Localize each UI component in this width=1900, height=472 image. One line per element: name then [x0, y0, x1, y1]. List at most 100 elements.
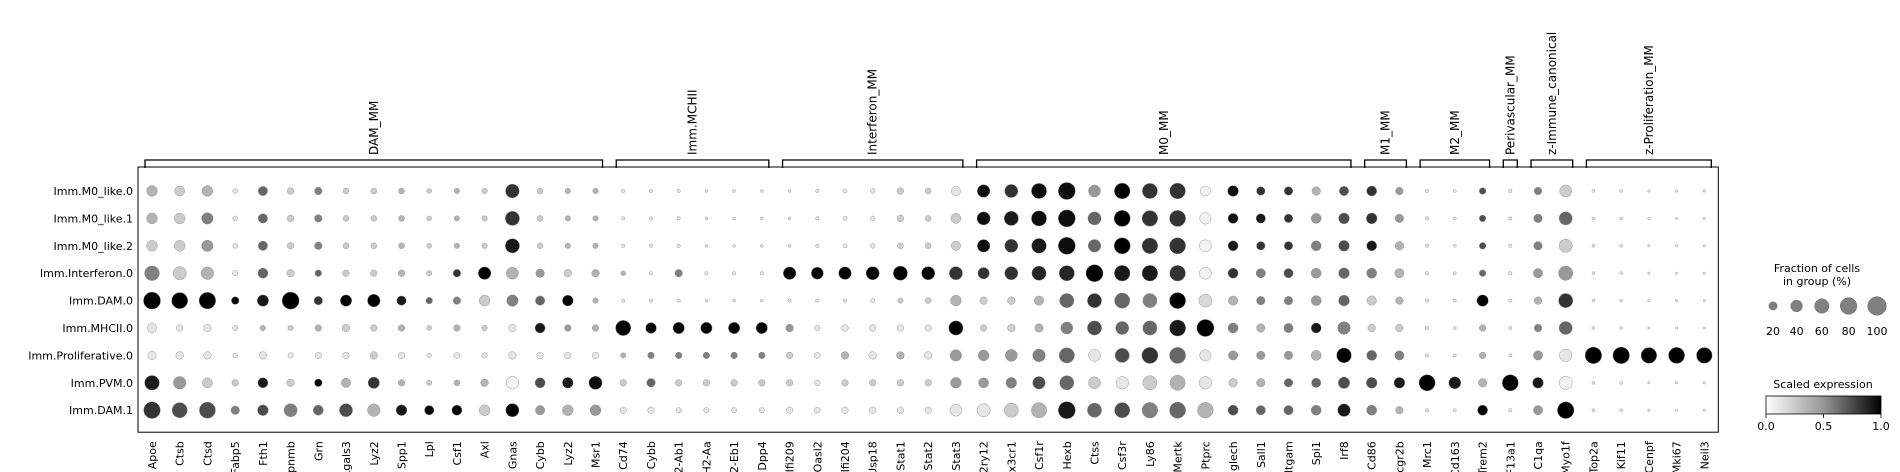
- dot-Imm.M0_like.2-Ly86: [1141, 237, 1158, 254]
- dot-Imm.MHCII.0-Dpp4: [755, 322, 768, 334]
- dot-Imm.DAM.0-F13a1: [1508, 298, 1513, 303]
- gene-label: Ctsd: [201, 441, 214, 466]
- dot-Imm.Proliferative.0-Itgam: [1284, 350, 1293, 360]
- dot-Imm.Interferon.0-H2-Aa: [704, 271, 709, 276]
- dot-Imm.M0_like.1-Itgam: [1284, 213, 1293, 223]
- dot-Imm.M0_like.1-Ctsb: [174, 212, 186, 224]
- dot-Imm.Interferon.0-Ctsd: [200, 266, 214, 280]
- dot-Imm.MHCII.0-Oasl2: [814, 325, 821, 331]
- dot-Imm.Proliferative.0-Msr1: [592, 351, 599, 359]
- dot-Imm.Interferon.0-Csf3r: [1114, 265, 1131, 282]
- dot-Imm.DAM.1-Cybb: [535, 405, 545, 416]
- gene-label: Csf3r: [1116, 441, 1129, 470]
- dot-Imm.Proliferative.0-Mki67: [1668, 347, 1685, 364]
- dot-Imm.M0_like.0-Dpp4: [760, 189, 764, 193]
- dot-Imm.DAM.0-Sall1: [1256, 296, 1266, 306]
- dot-Imm.DAM.1-Stat3: [949, 403, 963, 417]
- dot-Imm.DAM.0-Mki67: [1675, 299, 1679, 302]
- dot-Imm.Proliferative.0-Lyz2: [564, 351, 572, 359]
- dot-Imm.M0_like.2-Sall1: [1256, 241, 1266, 251]
- dot-Imm.Interferon.0-Stat1: [893, 265, 908, 281]
- dot-Imm.DAM.0-Cd86: [1366, 295, 1377, 306]
- gene-label: Dpp4: [756, 441, 769, 470]
- gene-set-label: z-Proliferation_MM: [1642, 45, 1656, 155]
- dot-Imm.PVM.0-F13a1: [1502, 374, 1519, 392]
- dot-Imm.PVM.0-Msr1: [588, 376, 603, 390]
- group-label: Imm.M0_like.1: [53, 212, 133, 225]
- gene-label: Fabp5: [229, 441, 242, 472]
- dot-Imm.Interferon.0-Lyz2: [563, 269, 572, 278]
- dot-Imm.M0_like.0-Top2a: [1591, 189, 1596, 193]
- dot-Imm.Proliferative.0-Usp18: [868, 351, 877, 360]
- gene-set-bracket: [1419, 159, 1491, 168]
- dot-Imm.DAM.1-Csf1r: [1031, 402, 1047, 419]
- dot-Imm.MHCII.0-P2ry12: [980, 324, 988, 332]
- dot-Imm.DAM.1-F13a1: [1508, 408, 1513, 413]
- dot-Imm.Proliferative.0-Csf1: [453, 352, 461, 359]
- dot-Imm.M0_like.1-Ifi204: [842, 216, 848, 221]
- dot-Imm.M0_like.1-Stat3: [950, 213, 962, 224]
- dot-Imm.M0_like.0-Spi1: [1311, 186, 1321, 196]
- gene-label: H2-Eb1: [728, 441, 741, 472]
- dot-Imm.Proliferative.0-Cd163: [1453, 353, 1457, 358]
- dot-Imm.Interferon.0-Fcgr2b: [1394, 268, 1405, 279]
- dot-Imm.DAM.0-C1qa: [1533, 296, 1542, 305]
- dot-Imm.PVM.0-Neil3: [1702, 381, 1706, 385]
- dot-Imm.PVM.0-H2-Aa: [702, 379, 710, 387]
- dot-Imm.Interferon.0-Grn: [314, 269, 322, 277]
- dot-Imm.DAM.1-Fabp5: [230, 405, 240, 415]
- dot-Imm.M0_like.0-Lyz2: [370, 187, 377, 195]
- dot-Imm.M0_like.0-C1qa: [1533, 186, 1542, 195]
- dot-Imm.PVM.0-Ly86: [1142, 375, 1158, 391]
- gene-label: Lpl: [423, 441, 436, 457]
- dot-Imm.DAM.1-H2-Aa: [703, 407, 710, 414]
- dot-Imm.M0_like.1-Irf8: [1338, 212, 1350, 224]
- group-labels: Imm.M0_like.0 Imm.M0_like.1 Imm.M0_like.2 I…: [28, 185, 133, 417]
- dot-Imm.M0_like.2-Cx3cr1: [1004, 239, 1019, 253]
- dot-Imm.M0_like.2-Hexb: [1058, 237, 1076, 255]
- gene-set-bracket: [615, 159, 770, 168]
- dot-Imm.M0_like.1-Apoe: [146, 212, 158, 224]
- group-label: Imm.MHCII.0: [62, 322, 133, 335]
- dot-Imm.Proliferative.0-Trem2: [1479, 351, 1487, 359]
- dot-Imm.PVM.0-Mrc1: [1418, 374, 1436, 392]
- dot-Imm.Proliferative.0-Neil3: [1696, 347, 1713, 364]
- gene-set-bracket: [144, 159, 604, 168]
- dot-Imm.MHCII.0-Ctsd: [203, 324, 212, 333]
- gene-label: Csf1: [451, 441, 464, 465]
- dot-Imm.DAM.0-Axl: [479, 295, 491, 307]
- gene-label: H2-Ab1: [673, 441, 686, 472]
- gene-label: Mki67: [1671, 441, 1684, 472]
- gene-label: Trem2: [1477, 441, 1490, 472]
- dot-Imm.M0_like.0-Mrc1: [1425, 189, 1430, 193]
- dot-Imm.MHCII.0-Lyz2: [564, 324, 572, 332]
- dot-Imm.M0_like.1-Csf1r: [1031, 210, 1047, 227]
- dot-Imm.Interferon.0-Cd74: [620, 270, 626, 276]
- dot-Imm.PVM.0-Lyz2: [367, 376, 380, 389]
- dot-Imm.DAM.1-Lyz2: [367, 403, 381, 417]
- dot-Imm.M0_like.0-Ctsd: [201, 185, 213, 197]
- dot-Imm.DAM.1-Lyz2: [562, 404, 574, 416]
- dot-Imm.M0_like.1-Lyz2: [564, 215, 571, 222]
- dot-Imm.Proliferative.0-Stat2: [924, 351, 933, 360]
- dot-Imm.PVM.0-Ptprc: [1198, 376, 1212, 390]
- dot-Imm.MHCII.0-Ctsb: [176, 324, 184, 332]
- dot-Imm.MHCII.0-Stat2: [924, 324, 932, 332]
- dot-Imm.Proliferative.0-Csf3r: [1114, 348, 1130, 363]
- dot-Imm.PVM.0-Ctss: [1088, 376, 1101, 390]
- dot-Imm.Interferon.0-Mki67: [1675, 271, 1679, 275]
- dot-Imm.M0_like.2-Msr1: [592, 242, 599, 249]
- dot-Imm.DAM.0-H2-Eb1: [732, 298, 736, 303]
- dot-Imm.PVM.0-Spp1: [398, 379, 405, 387]
- dot-Imm.MHCII.0-Csf1: [453, 324, 461, 332]
- dot-Imm.Interferon.0-Ctsb: [172, 266, 187, 280]
- dot-Imm.Proliferative.0-Ifi204: [841, 351, 850, 360]
- dot-Imm.M0_like.0-Msr1: [592, 188, 599, 194]
- dot-Imm.Proliferative.0-Top2a: [1584, 346, 1602, 364]
- dot-Imm.Interferon.0-Msr1: [591, 269, 600, 278]
- gene-label: Oasl2: [811, 441, 824, 472]
- dot-Imm.MHCII.0-Cenpf: [1647, 326, 1651, 330]
- dot-Imm.MHCII.0-Siglech: [1227, 322, 1239, 334]
- dot-Imm.DAM.0-Spi1: [1310, 295, 1322, 306]
- size-legend-label: 80: [1842, 325, 1856, 338]
